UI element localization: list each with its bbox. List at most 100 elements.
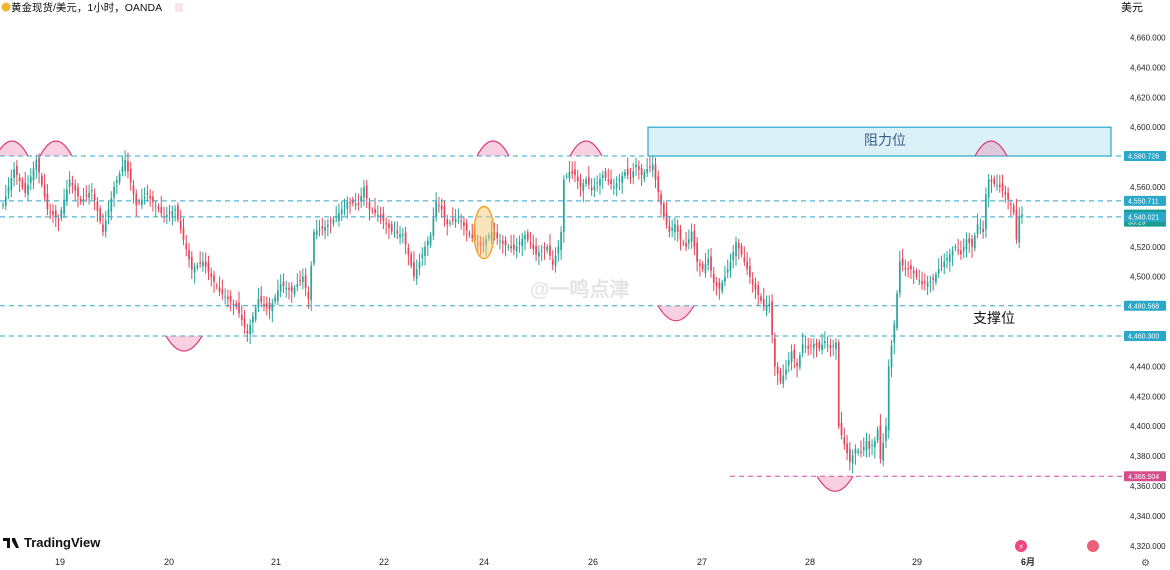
candle-body (240, 314, 243, 321)
candle-body (77, 187, 79, 197)
candle (526, 229, 529, 243)
calendar-event-icon[interactable] (1087, 540, 1099, 552)
candle-body (632, 171, 635, 178)
candle (138, 198, 140, 206)
candle (68, 171, 71, 195)
candle-body (687, 239, 690, 244)
candle-body (829, 345, 832, 349)
candle-body (263, 304, 265, 306)
candle (1021, 206, 1023, 224)
swing-high-marker (569, 140, 603, 157)
candle (787, 352, 790, 373)
candle (554, 247, 557, 273)
candle-body (657, 176, 660, 192)
candle-body (346, 201, 349, 209)
candle-body (252, 316, 254, 323)
candle (296, 273, 299, 292)
y-tick-label: 4,420.000 (1130, 392, 1166, 401)
candle (1010, 199, 1012, 217)
candle (410, 251, 413, 269)
candle-body (446, 219, 449, 225)
candle (182, 218, 185, 246)
candle-body (302, 276, 304, 283)
candle-body (712, 273, 715, 283)
candle-body (776, 366, 779, 374)
candle (601, 170, 604, 190)
candle-body (188, 250, 190, 260)
candle (993, 175, 996, 187)
candle-body (143, 197, 146, 199)
candle-body (665, 212, 668, 225)
candle (948, 248, 951, 272)
swing-low-marker (816, 475, 854, 492)
candle (279, 274, 282, 298)
candle (857, 447, 860, 456)
candle (507, 243, 510, 251)
candle (4, 184, 7, 211)
candle (996, 174, 998, 191)
candle-body (393, 232, 396, 234)
candle (18, 173, 21, 193)
candle (340, 201, 343, 221)
candle-body (701, 263, 704, 270)
candle-body (63, 199, 65, 214)
candle-body (779, 370, 782, 382)
candle (868, 434, 871, 457)
candle (885, 417, 887, 449)
candle (574, 161, 576, 183)
candle (846, 434, 848, 461)
candle-body (968, 238, 971, 244)
candle (1012, 202, 1015, 216)
candle (388, 219, 390, 240)
candle (107, 201, 110, 225)
price-tag-bg (1124, 331, 1166, 342)
candle (665, 201, 668, 229)
candle-body (1004, 192, 1007, 195)
candle (701, 260, 704, 273)
price-tag-label: 4,366.504 (1128, 474, 1159, 481)
candle-body (293, 287, 296, 295)
candle-body (971, 239, 973, 247)
candle-body (807, 346, 810, 349)
price-tag: 4,580.726 (1124, 151, 1166, 162)
candle-body (1012, 205, 1015, 213)
lightning-icon[interactable] (1015, 540, 1027, 552)
candle-body (396, 230, 399, 234)
candle-body (579, 179, 582, 187)
swing-low-marker (165, 335, 203, 352)
flag-icon[interactable] (175, 3, 183, 12)
candle (799, 352, 801, 371)
candle-body (529, 242, 532, 245)
candle-body (449, 222, 451, 224)
candle-body (804, 346, 807, 348)
candle (426, 236, 429, 257)
x-tick-label: 27 (697, 557, 707, 567)
candle (93, 188, 96, 211)
candle (168, 204, 171, 222)
candle-body (221, 289, 224, 295)
candle (610, 169, 612, 190)
candle (1007, 187, 1009, 210)
candle (687, 229, 690, 250)
price-tag: 4,550.711 (1124, 195, 1166, 206)
candle-body (540, 250, 543, 252)
time-axis[interactable]: 19 20 21 22 24 26 27 28 29 6月 (55, 557, 1035, 567)
candle (229, 290, 232, 312)
candle-body (854, 448, 857, 454)
candle (63, 188, 65, 219)
candle (77, 183, 79, 208)
candle-body (610, 179, 612, 185)
candle-body (66, 189, 68, 201)
candle (751, 272, 754, 293)
symbol-title[interactable]: 黄金现货/美元，1小时，OANDA (11, 1, 162, 14)
settings-icon[interactable]: ⚙ (1141, 558, 1150, 569)
currency-label[interactable]: 美元 (1121, 1, 1143, 14)
candle-body (893, 324, 896, 344)
candle-body (1018, 216, 1021, 243)
candle (987, 173, 990, 208)
candle (538, 245, 540, 266)
candle (607, 168, 610, 186)
candle (965, 232, 968, 258)
